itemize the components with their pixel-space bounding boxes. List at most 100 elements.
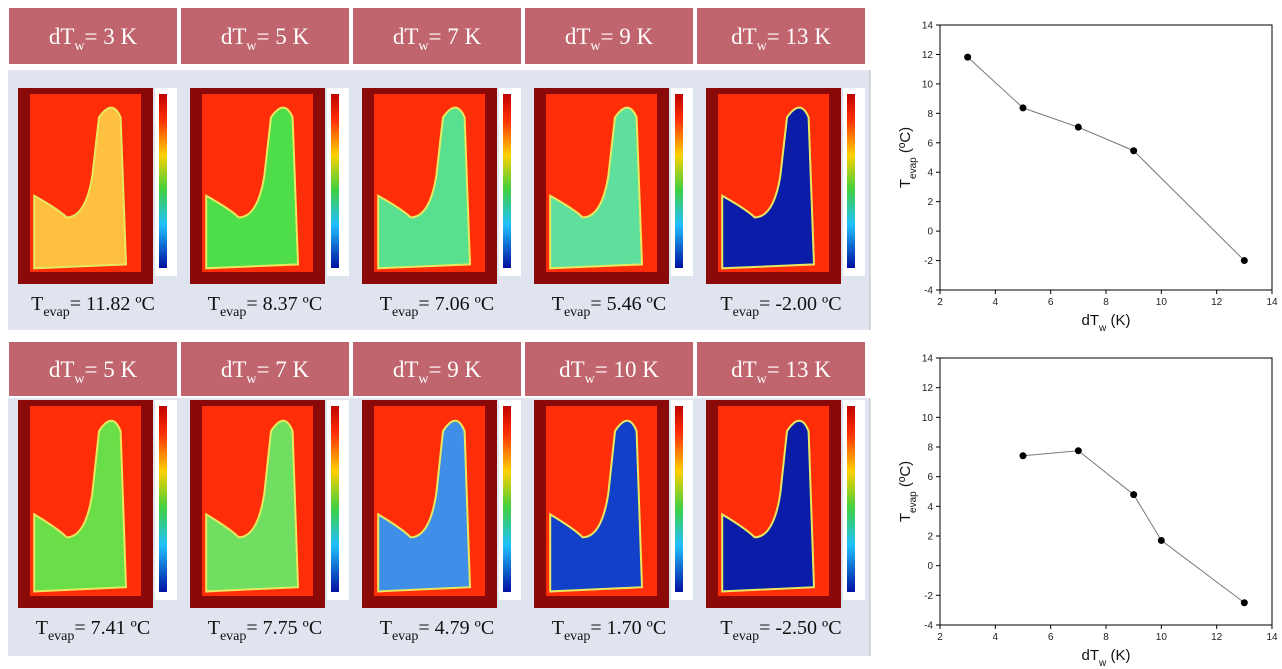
colorbar xyxy=(675,94,683,268)
y-tick-label: 4 xyxy=(927,168,933,179)
y-tick-label: -4 xyxy=(924,286,933,297)
caption: Tevap= 7.41 ºC xyxy=(36,617,150,644)
thermal-cool xyxy=(205,419,300,593)
x-axis-label-rest: (K) xyxy=(1106,312,1130,329)
x-tick-label: 4 xyxy=(993,297,999,308)
caption-main: T xyxy=(552,617,564,639)
caption-main: T xyxy=(36,617,48,639)
header-label: dTw= 7 K xyxy=(393,24,482,54)
caption-main: T xyxy=(552,293,564,315)
data-point xyxy=(1157,536,1165,544)
header-label-rest: = 3 K xyxy=(85,24,138,49)
header-cell xyxy=(697,8,865,64)
thermal-cool xyxy=(33,106,128,270)
header-label-main: dT xyxy=(221,24,247,49)
thermal-cool xyxy=(205,106,300,270)
caption-main: T xyxy=(720,293,732,315)
header-cell xyxy=(181,8,349,64)
y-axis-label: Tevap (ºC) xyxy=(897,461,919,522)
plot-frame xyxy=(939,24,1273,291)
header-label-rest: = 9 K xyxy=(601,24,654,49)
caption-sub: evap xyxy=(733,305,759,320)
caption-main: T xyxy=(208,617,220,639)
colorbar xyxy=(159,94,167,268)
header-label: dTw= 9 K xyxy=(565,24,654,54)
y-tick-label: -2 xyxy=(924,256,933,267)
thermal-cool xyxy=(549,419,644,593)
header-cell xyxy=(525,342,693,396)
colorbar xyxy=(159,406,167,592)
y-tick-label: -4 xyxy=(924,621,933,632)
data-point xyxy=(1240,599,1248,607)
header-label-main: dT xyxy=(221,357,247,382)
header-label-rest: = 10 K xyxy=(595,357,659,382)
plot-frame xyxy=(939,357,1273,626)
x-tick-label: 6 xyxy=(1048,297,1054,308)
header-label-sub: w xyxy=(757,39,768,54)
thermal-cool xyxy=(377,106,472,270)
caption-main: T xyxy=(380,617,392,639)
header-label-rest: = 7 K xyxy=(429,24,482,49)
header-label-rest: = 13 K xyxy=(767,357,831,382)
caption-rest: = 1.70 ºC xyxy=(590,617,666,639)
data-point xyxy=(1019,104,1027,112)
header-label-rest: = 13 K xyxy=(767,24,831,49)
caption-sub: evap xyxy=(220,305,246,320)
caption-sub: evap xyxy=(43,305,69,320)
caption: Tevap= 7.75 ºC xyxy=(208,617,322,644)
header-label-sub: w xyxy=(585,372,596,387)
colorbar xyxy=(331,94,339,268)
caption: Tevap= -2.50 ºC xyxy=(720,617,841,644)
thermal-cool xyxy=(33,419,128,593)
y-axis-label-main: T xyxy=(897,513,914,522)
header-label-sub: w xyxy=(418,39,429,54)
header-cell xyxy=(353,8,521,64)
x-tick-label: 12 xyxy=(1211,632,1223,643)
header-cell xyxy=(697,342,865,396)
caption-main: T xyxy=(208,293,220,315)
caption-sub: evap xyxy=(48,629,74,644)
caption-main: T xyxy=(380,293,392,315)
caption-sub: evap xyxy=(564,305,590,320)
caption-main: T xyxy=(31,293,43,315)
y-tick-label: 8 xyxy=(927,109,933,120)
thermal-cool xyxy=(721,419,816,593)
header-label-main: dT xyxy=(49,24,75,49)
y-tick-label: 4 xyxy=(927,502,933,513)
y-axis-label-rest: (ºC) xyxy=(897,461,914,491)
header-label-sub: w xyxy=(74,39,85,54)
caption-rest: = 7.75 ºC xyxy=(246,617,322,639)
x-axis-label: dTw (K) xyxy=(1082,312,1131,334)
y-tick-label: -2 xyxy=(924,591,933,602)
thermal-cool xyxy=(721,106,816,270)
header-label-sub: w xyxy=(74,372,85,387)
x-axis-label-rest: (K) xyxy=(1106,647,1130,664)
header-label-sub: w xyxy=(246,372,257,387)
header-label: dTw= 13 K xyxy=(731,24,831,54)
x-tick-label: 6 xyxy=(1048,632,1054,643)
y-tick-label: 8 xyxy=(927,443,933,454)
caption: Tevap= -2.00 ºC xyxy=(720,293,841,320)
header-label-rest: = 5 K xyxy=(257,24,310,49)
header-label-main: dT xyxy=(731,357,757,382)
header-cell xyxy=(525,8,693,64)
data-point xyxy=(1240,257,1248,265)
header-label-main: dT xyxy=(393,24,419,49)
header-label: dTw= 5 K xyxy=(221,24,310,54)
y-tick-label: 6 xyxy=(927,472,933,483)
y-axis-label-sub: evap xyxy=(908,157,919,179)
caption: Tevap= 7.06 ºC xyxy=(380,293,494,320)
caption-rest: = 11.82 ºC xyxy=(70,293,155,315)
header-label-main: dT xyxy=(731,24,757,49)
y-axis-label-main: T xyxy=(897,179,914,188)
thermal-cool xyxy=(377,419,472,593)
caption-rest: = 4.79 ºC xyxy=(418,617,494,639)
header-label-sub: w xyxy=(418,372,429,387)
caption: Tevap= 5.46 ºC xyxy=(552,293,666,320)
data-point xyxy=(1019,452,1027,460)
header-label: dTw= 5 K xyxy=(49,357,138,387)
x-tick-label: 2 xyxy=(937,297,943,308)
caption: Tevap= 8.37 ºC xyxy=(208,293,322,320)
header-label: dTw= 10 K xyxy=(559,357,659,387)
